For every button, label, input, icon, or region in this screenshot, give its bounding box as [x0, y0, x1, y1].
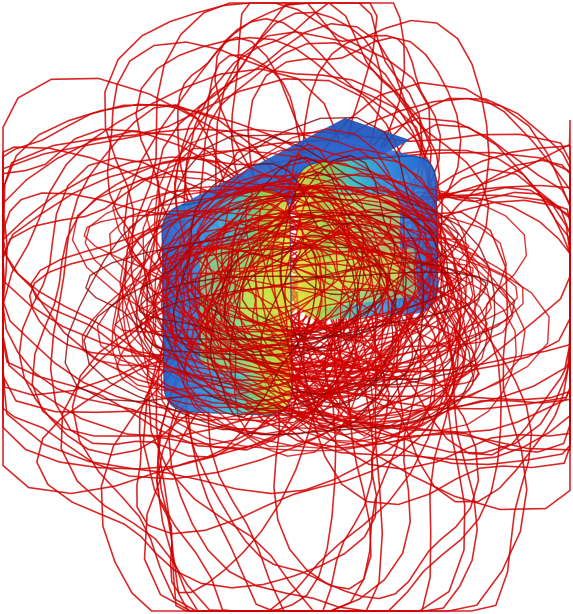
field-line	[148, 228, 422, 373]
field-line	[175, 215, 390, 414]
field-line	[152, 156, 468, 446]
field-line	[111, 128, 439, 392]
field-line	[279, 233, 372, 331]
field-line	[182, 184, 526, 449]
field-line	[186, 227, 465, 373]
field-line	[219, 219, 458, 387]
field-line	[124, 188, 480, 420]
field-lines-front	[64, 116, 550, 457]
field-line	[112, 175, 454, 398]
field-line	[116, 235, 524, 409]
field-line	[200, 286, 406, 347]
field-line	[180, 200, 361, 354]
field-line	[210, 213, 351, 366]
field-line	[138, 271, 487, 342]
field-line	[139, 272, 359, 372]
field-line	[210, 211, 408, 395]
field-line	[143, 134, 496, 410]
field-line	[81, 208, 422, 391]
field-line	[209, 242, 317, 418]
field-line	[189, 263, 424, 367]
field-line	[83, 195, 474, 436]
field-line	[122, 170, 390, 457]
field-line	[196, 241, 322, 326]
field-line	[259, 221, 364, 407]
field-line	[184, 174, 514, 364]
field-line	[192, 245, 404, 328]
field-line	[85, 214, 459, 340]
field-line	[205, 204, 398, 420]
field-line	[113, 128, 459, 406]
field-line	[167, 279, 533, 612]
field-line	[190, 230, 477, 430]
field-line	[228, 154, 407, 406]
field-line	[109, 173, 528, 388]
field-line	[173, 163, 357, 365]
